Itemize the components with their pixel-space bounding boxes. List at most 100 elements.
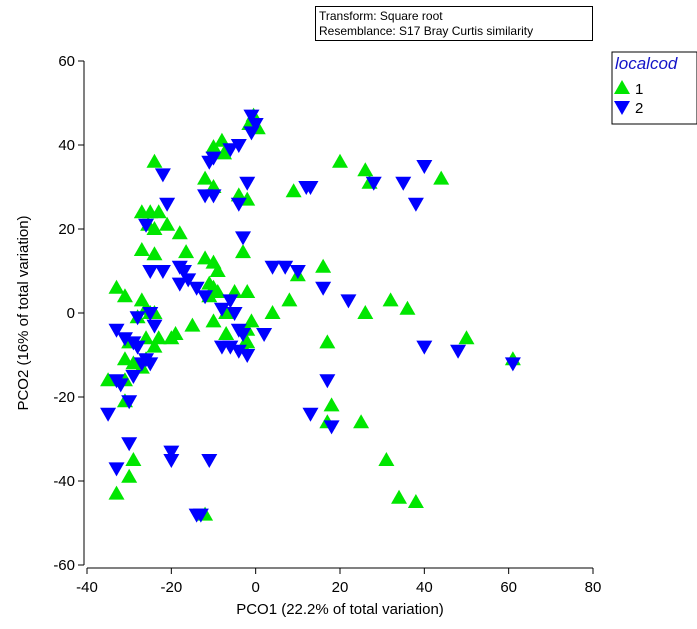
data-point (171, 225, 188, 240)
legend-label: 1 (635, 81, 643, 98)
data-point (108, 279, 125, 294)
data-point (391, 489, 408, 504)
data-point (125, 452, 142, 466)
data-point (230, 197, 247, 212)
y-tick-label: -60 (53, 557, 75, 574)
data-point (319, 334, 336, 349)
data-point (323, 397, 340, 412)
info-box (315, 6, 593, 41)
data-point (382, 292, 399, 307)
data-point (125, 355, 142, 370)
data-point (235, 328, 252, 342)
data-point (125, 370, 142, 384)
y-tick-label: 0 (67, 305, 75, 322)
data-point (121, 468, 138, 483)
legend-marker (614, 101, 630, 115)
legend-title: localcod (615, 54, 678, 73)
data-point (230, 139, 247, 153)
legend-label: 2 (635, 100, 643, 117)
data-point (112, 378, 129, 393)
data-point (315, 281, 332, 296)
data-point (163, 454, 180, 468)
data-point (213, 302, 230, 317)
data-point (108, 462, 125, 477)
data-point (209, 263, 226, 277)
data-point (264, 305, 281, 319)
data-point (100, 407, 117, 422)
info-box-line: Transform: Square root (319, 9, 443, 23)
data-point (167, 326, 184, 340)
data-point (319, 374, 336, 389)
data-point (281, 292, 298, 307)
data-point (129, 340, 146, 355)
info-box-line: Resemblance: S17 Bray Curtis similarity (319, 24, 533, 38)
data-point (504, 357, 521, 372)
data-point (433, 170, 450, 185)
data-point (192, 508, 209, 523)
data-point (239, 176, 256, 191)
data-point (159, 197, 176, 212)
data-point (399, 300, 416, 315)
data-point (416, 160, 433, 174)
data-point (458, 330, 475, 345)
data-point (100, 372, 117, 387)
x-axis-title: PCO1 (22.2% of total variation) (236, 601, 444, 618)
data-point (332, 153, 348, 168)
data-point (197, 170, 214, 185)
data-point (416, 340, 433, 355)
y-tick-label: -20 (53, 389, 75, 406)
data-point (180, 273, 197, 288)
data-point (239, 349, 256, 363)
data-point (146, 338, 163, 353)
data-point (243, 109, 260, 124)
data-point (163, 445, 180, 460)
data-point (175, 265, 192, 279)
data-point (256, 328, 273, 342)
data-point (239, 284, 256, 298)
data-point (209, 284, 226, 298)
data-point (108, 485, 125, 500)
x-tick-label: 0 (251, 579, 259, 596)
y-tick-label: 60 (58, 53, 75, 70)
y-tick-label: -40 (53, 473, 75, 490)
data-point (129, 311, 146, 326)
data-point (302, 407, 319, 422)
data-point (285, 183, 302, 198)
data-point (146, 221, 163, 235)
data-point (188, 281, 205, 296)
data-point (108, 323, 125, 338)
data-point (230, 344, 247, 359)
y-tick-label: 40 (58, 137, 75, 154)
data-point (340, 294, 357, 309)
data-point (353, 414, 370, 429)
data-point (378, 452, 395, 466)
data-point (184, 317, 201, 332)
data-point (264, 260, 281, 275)
data-point (201, 454, 218, 468)
x-tick-label: 60 (500, 579, 517, 596)
data-point (142, 265, 159, 279)
data-point (407, 197, 424, 212)
x-tick-label: -20 (160, 579, 182, 596)
data-point (226, 307, 243, 321)
data-point (365, 176, 382, 191)
data-point (159, 216, 176, 231)
data-point (116, 351, 133, 366)
data-point (138, 218, 155, 233)
data-point (171, 277, 188, 292)
data-point (395, 176, 412, 191)
data-point (450, 344, 467, 359)
data-point (323, 420, 340, 435)
data-point (116, 332, 133, 347)
data-point (154, 168, 171, 183)
data-point (178, 244, 195, 259)
data-point (216, 145, 233, 160)
data-point (235, 231, 252, 246)
data-point (121, 437, 138, 452)
data-point (142, 307, 159, 321)
data-point (150, 330, 167, 345)
data-point (197, 290, 214, 305)
data-point (222, 143, 239, 158)
data-point (289, 265, 306, 279)
data-point (146, 319, 163, 334)
